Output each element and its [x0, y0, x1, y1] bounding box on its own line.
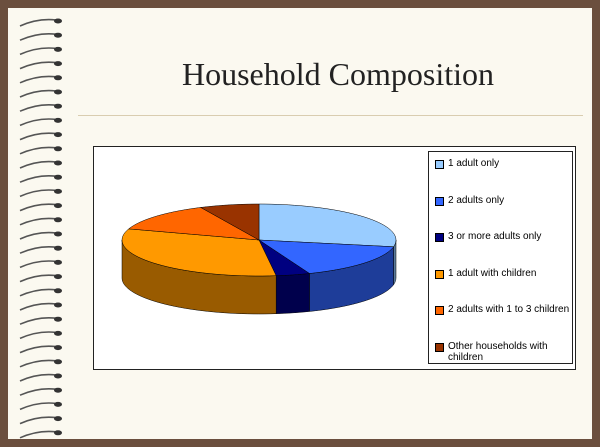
legend-label: 2 adults only [448, 195, 504, 206]
spiral-hole [54, 402, 62, 407]
legend-item: 2 adults only [435, 195, 570, 206]
legend-label: 2 adults with 1 to 3 children [448, 304, 569, 315]
pie-side [394, 240, 396, 285]
legend-item: 3 or more adults only [435, 231, 570, 242]
spiral-loop [20, 48, 56, 54]
slide-title: Household Composition [88, 56, 588, 93]
spiral-hole [54, 246, 62, 251]
spiral-hole [54, 416, 62, 421]
legend-item: 1 adult only [435, 158, 570, 169]
spiral-hole [54, 189, 62, 194]
legend-swatch [435, 306, 444, 315]
spiral-loop [20, 389, 56, 395]
spiral-loop [20, 91, 56, 97]
pie-side [276, 273, 309, 313]
pie-slice [259, 204, 396, 247]
chart-area: 1 adult only 2 adults only 3 or more adult… [93, 146, 576, 370]
spiral-hole [54, 90, 62, 95]
spiral-loop [20, 218, 56, 224]
spiral-loop [20, 346, 56, 352]
spiral-hole [54, 19, 62, 24]
slide: Household Composition 1 adult only 2 adul… [8, 8, 592, 439]
spiral-hole [54, 203, 62, 208]
spiral-hole [54, 317, 62, 322]
spiral-loop [20, 289, 56, 295]
legend-label: 1 adult only [448, 158, 499, 169]
spiral-loop [20, 62, 56, 68]
spiral-loop [20, 176, 56, 182]
spiral-loop [20, 147, 56, 153]
legend-swatch [435, 343, 444, 352]
legend-swatch [435, 160, 444, 169]
spiral-loop [20, 431, 56, 437]
spiral-hole [54, 47, 62, 52]
spiral-loop [20, 105, 56, 111]
spiral-binding [8, 8, 88, 439]
spiral-loop [20, 304, 56, 310]
legend-swatch [435, 197, 444, 206]
spiral-hole [54, 303, 62, 308]
pie-chart [94, 147, 424, 369]
legend-item: 2 adults with 1 to 3 children [435, 304, 570, 315]
spiral-hole [54, 374, 62, 379]
slide-frame: Household Composition 1 adult only 2 adul… [0, 0, 600, 447]
spiral-loop [20, 119, 56, 125]
title-rule [78, 115, 583, 116]
spiral-loop [20, 403, 56, 409]
spiral-loop [20, 332, 56, 338]
spiral-hole [54, 61, 62, 66]
spiral-hole [54, 260, 62, 265]
legend-label: 3 or more adults only [448, 231, 541, 242]
spiral-hole [54, 232, 62, 237]
spiral-hole [54, 161, 62, 166]
spiral-loop [20, 133, 56, 139]
legend-label: 1 adult with children [448, 268, 536, 279]
spiral-loop [20, 275, 56, 281]
spiral-loop [20, 247, 56, 253]
spiral-hole [54, 132, 62, 137]
spiral-loop [20, 204, 56, 210]
spiral-hole [54, 75, 62, 80]
spiral-loop [20, 233, 56, 239]
spiral-loop [20, 162, 56, 168]
legend-swatch [435, 270, 444, 279]
spiral-loop [20, 318, 56, 324]
spiral-loop [20, 417, 56, 423]
legend-label: Other households with children [448, 341, 570, 363]
spiral-loop [20, 375, 56, 381]
legend-swatch [435, 233, 444, 242]
spiral-hole [54, 118, 62, 123]
spiral-loop [20, 190, 56, 196]
spiral-hole [54, 430, 62, 435]
spiral-loop [20, 261, 56, 267]
spiral-hole [54, 359, 62, 364]
legend-item: Other households with children [435, 341, 570, 363]
spiral-hole [54, 331, 62, 336]
spiral-hole [54, 33, 62, 38]
spiral-hole [54, 175, 62, 180]
legend: 1 adult only 2 adults only 3 or more adult… [428, 151, 573, 364]
spiral-hole [54, 104, 62, 109]
legend-item: 1 adult with children [435, 268, 570, 279]
spiral-loop [20, 360, 56, 366]
spiral-hole [54, 146, 62, 151]
spiral-loop [20, 76, 56, 82]
spiral-hole [54, 217, 62, 222]
spiral-loop [20, 34, 56, 40]
spiral-hole [54, 288, 62, 293]
spiral-hole [54, 388, 62, 393]
spiral-loop [20, 20, 56, 26]
spiral-hole [54, 274, 62, 279]
spiral-hole [54, 345, 62, 350]
